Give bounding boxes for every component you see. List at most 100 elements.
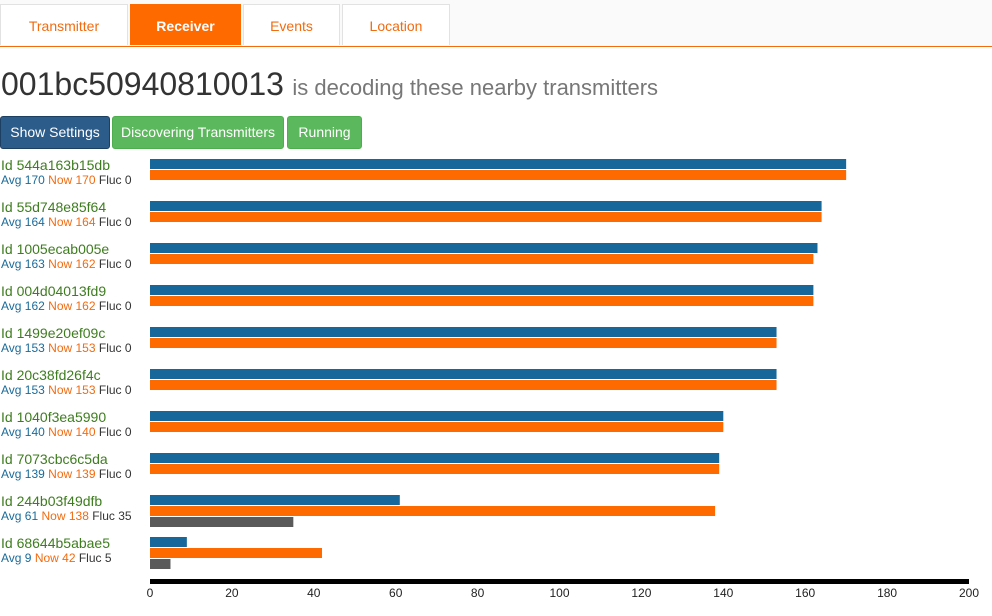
- fluc-value: Fluc 0: [98, 215, 132, 229]
- x-tick-label: 200: [959, 586, 979, 600]
- now-bar: [150, 212, 822, 222]
- page-title: 001bc50940810013 is decoding these nearb…: [1, 66, 658, 103]
- transmitter-id: Id 1040f3ea5990: [1, 409, 107, 425]
- transmitter-row: Id 544a163b15db Avg 170 Now 170 Fluc 0: [1, 157, 132, 187]
- fluc-value: Fluc 35: [92, 509, 132, 523]
- now-bar: [150, 296, 814, 306]
- transmitter-stats: Avg 164 Now 164 Fluc 0: [1, 215, 132, 229]
- fluc-value: Fluc 0: [98, 425, 132, 439]
- tab-bar: Transmitter Receiver Events Location: [0, 0, 992, 47]
- transmitter-id: Id 1499e20ef09c: [1, 325, 106, 341]
- show-settings-button[interactable]: Show Settings: [0, 116, 110, 149]
- transmitter-stats: Avg 153 Now 153 Fluc 0: [1, 383, 132, 397]
- transmitter-stats: Avg 61 Now 138 Fluc 35: [1, 509, 132, 523]
- fluc-value: Fluc 0: [98, 299, 132, 313]
- transmitter-row: Id 68644b5abae5 Avg 9 Now 42 Fluc 5: [1, 535, 112, 565]
- avg-bar: [150, 537, 187, 547]
- avg-value: Avg 170: [1, 173, 45, 187]
- discovering-transmitters-button[interactable]: Discovering Transmitters: [112, 116, 284, 149]
- transmitter-row: Id 244b03f49dfb Avg 61 Now 138 Fluc 35: [1, 493, 132, 523]
- avg-bar: [150, 411, 724, 421]
- avg-bar: [150, 453, 720, 463]
- now-value: Now 139: [48, 467, 96, 481]
- transmitter-id: Id 68644b5abae5: [1, 535, 110, 551]
- now-bar: [150, 380, 777, 390]
- transmitter-row: Id 20c38fd26f4c Avg 153 Now 153 Fluc 0: [1, 367, 132, 397]
- fluc-bar: [150, 517, 294, 527]
- now-bar: [150, 464, 720, 474]
- fluc-bar: [150, 559, 171, 569]
- avg-value: Avg 139: [1, 467, 45, 481]
- tab-transmitter[interactable]: Transmitter: [0, 4, 128, 45]
- fluc-value: Fluc 0: [98, 257, 132, 271]
- now-bar: [150, 338, 777, 348]
- transmitter-id: Id 55d748e85f64: [1, 199, 107, 215]
- transmitter-stats: Avg 162 Now 162 Fluc 0: [1, 299, 132, 313]
- transmitter-id: Id 20c38fd26f4c: [1, 367, 101, 383]
- avg-bar: [150, 159, 847, 169]
- now-value: Now 140: [48, 425, 96, 439]
- transmitter-row: Id 7073cbc6c5da Avg 139 Now 139 Fluc 0: [1, 451, 132, 481]
- fluc-value: Fluc 0: [98, 341, 132, 355]
- fluc-value: Fluc 5: [78, 551, 112, 565]
- tab-location[interactable]: Location: [342, 4, 450, 45]
- transmitter-id: Id 004d04013fd9: [1, 283, 107, 299]
- avg-bar: [150, 201, 822, 211]
- now-bar: [150, 548, 322, 558]
- now-value: Now 164: [48, 215, 96, 229]
- transmitter-stats: Avg 140 Now 140 Fluc 0: [1, 425, 132, 439]
- transmitter-id: Id 1005ecab005e: [1, 241, 110, 257]
- transmitter-id: Id 244b03f49dfb: [1, 493, 103, 509]
- x-tick-label: 0: [147, 586, 154, 600]
- now-value: Now 170: [48, 173, 96, 187]
- fluc-value: Fluc 0: [98, 383, 132, 397]
- tab-receiver[interactable]: Receiver: [130, 4, 241, 45]
- x-tick-label: 80: [471, 586, 485, 600]
- tab-events[interactable]: Events: [243, 4, 340, 45]
- x-tick-label: 100: [549, 586, 569, 600]
- avg-bar: [150, 243, 818, 253]
- x-tick-label: 180: [877, 586, 897, 600]
- x-tick-label: 40: [307, 586, 321, 600]
- avg-value: Avg 61: [1, 509, 39, 523]
- avg-bar: [150, 327, 777, 337]
- transmitter-stats: Avg 139 Now 139 Fluc 0: [1, 467, 132, 481]
- page-subtitle: is decoding these nearby transmitters: [292, 75, 659, 100]
- device-id: 001bc50940810013: [1, 66, 284, 102]
- avg-value: Avg 140: [1, 425, 45, 439]
- transmitter-stats: Avg 153 Now 153 Fluc 0: [1, 341, 132, 355]
- fluc-value: Fluc 0: [98, 173, 132, 187]
- x-tick-label: 120: [631, 586, 651, 600]
- fluc-value: Fluc 0: [98, 467, 132, 481]
- transmitter-id: Id 7073cbc6c5da: [1, 451, 108, 467]
- avg-value: Avg 153: [1, 341, 45, 355]
- avg-value: Avg 162: [1, 299, 45, 313]
- now-value: Now 162: [48, 257, 96, 271]
- transmitter-stats: Avg 170 Now 170 Fluc 0: [1, 173, 132, 187]
- x-tick-label: 60: [389, 586, 403, 600]
- now-value: Now 153: [48, 341, 96, 355]
- now-value: Now 138: [41, 509, 89, 523]
- avg-value: Avg 153: [1, 383, 45, 397]
- avg-value: Avg 163: [1, 257, 45, 271]
- transmitter-stats: Avg 163 Now 162 Fluc 0: [1, 257, 132, 271]
- now-bar: [150, 170, 847, 180]
- now-bar: [150, 422, 724, 432]
- transmitter-row: Id 1040f3ea5990 Avg 140 Now 140 Fluc 0: [1, 409, 132, 439]
- now-value: Now 42: [34, 551, 76, 565]
- running-button[interactable]: Running: [287, 116, 362, 149]
- avg-bar: [150, 369, 777, 379]
- now-value: Now 153: [48, 383, 96, 397]
- x-tick-label: 20: [225, 586, 239, 600]
- now-value: Now 162: [48, 299, 96, 313]
- x-tick-label: 160: [795, 586, 815, 600]
- avg-value: Avg 9: [1, 551, 32, 565]
- transmitter-row: Id 55d748e85f64 Avg 164 Now 164 Fluc 0: [1, 199, 132, 229]
- now-bar: [150, 506, 716, 516]
- transmitter-row: Id 1499e20ef09c Avg 153 Now 153 Fluc 0: [1, 325, 132, 355]
- transmitter-stats: Avg 9 Now 42 Fluc 5: [1, 551, 112, 565]
- transmitter-row: Id 004d04013fd9 Avg 162 Now 162 Fluc 0: [1, 283, 132, 313]
- transmitter-id: Id 544a163b15db: [1, 157, 110, 173]
- avg-bar: [150, 495, 400, 505]
